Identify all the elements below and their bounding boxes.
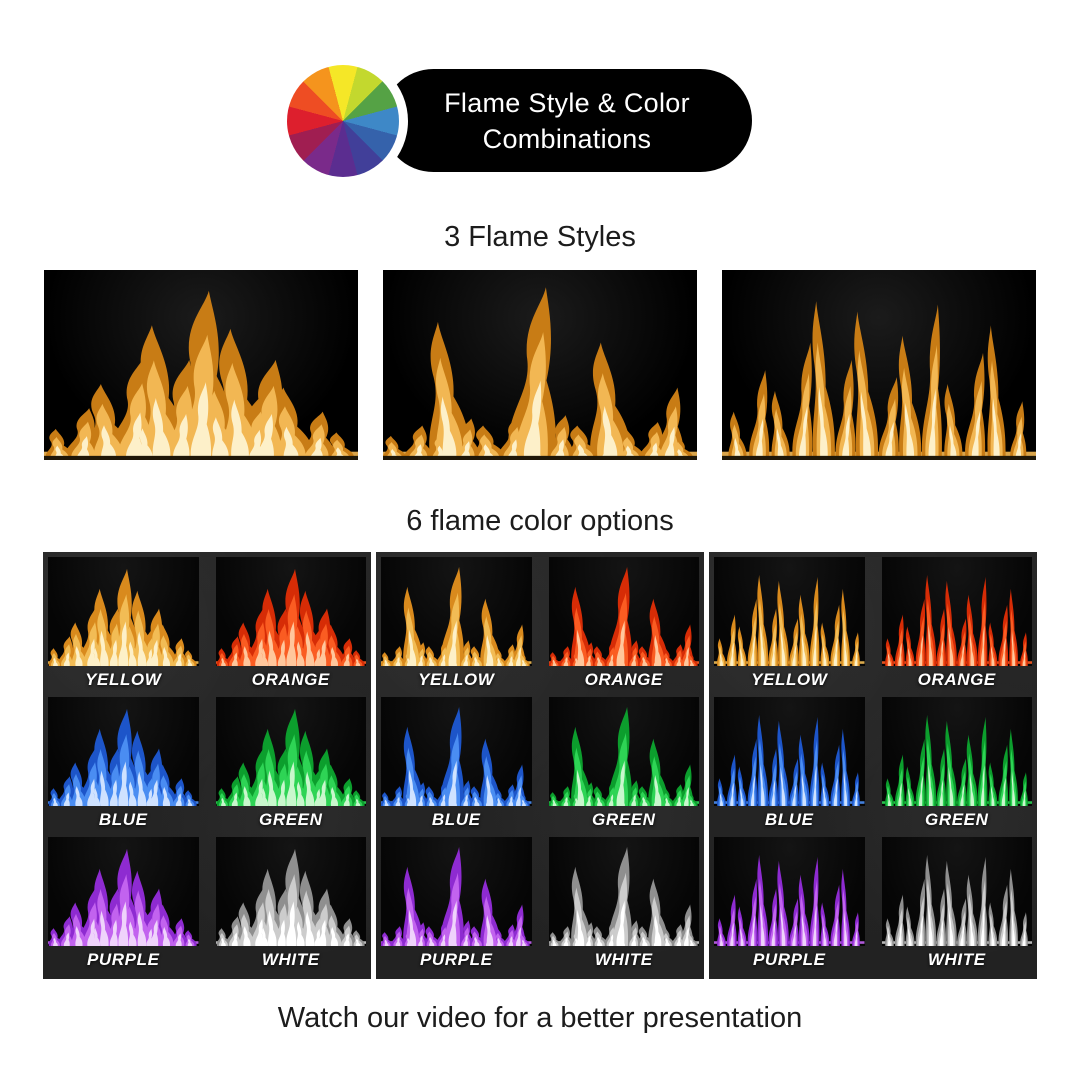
- flame-color-label: GREEN: [925, 810, 989, 829]
- flame-thumb-blue: [714, 697, 865, 806]
- flame-color-label: PURPLE: [419, 950, 493, 969]
- color-wheel-segments: [287, 65, 399, 177]
- flame-color-label: ORANGE: [251, 670, 330, 689]
- flame-tile-yellow-style-1: YELLOW: [48, 557, 199, 694]
- flame-style-image-3: [722, 270, 1036, 460]
- flame-thumb-purple: [381, 837, 532, 946]
- flame-tile-green-style-3: GREEN: [881, 697, 1032, 834]
- flame-tile-blue-style-1: BLUE: [48, 697, 199, 834]
- flame-color-label: PURPLE: [86, 950, 160, 969]
- flame-tile-orange-style-2: ORANGE: [548, 557, 699, 694]
- flame-thumb-white: [548, 837, 699, 946]
- flame-tile-orange-style-3: ORANGE: [881, 557, 1032, 694]
- flame-thumb-blue: [381, 697, 532, 806]
- flame-style-image-1: [44, 270, 358, 460]
- flame-thumb-orange: [548, 557, 699, 666]
- flame-color-label: PURPLE: [752, 950, 826, 969]
- flame-thumb-green: [881, 697, 1032, 806]
- flame-color-label: BLUE: [431, 810, 481, 829]
- flame-tile-white-style-2: WHITE: [548, 837, 699, 974]
- flame-thumb-green: [548, 697, 699, 806]
- flame-tile-purple-style-3: PURPLE: [714, 837, 865, 974]
- flame-color-label: WHITE: [927, 950, 986, 969]
- flame-tile-yellow-style-2: YELLOW: [381, 557, 532, 694]
- flame-thumb-purple: [48, 837, 199, 946]
- title-line2: Combinations: [482, 123, 652, 154]
- flame-style-image-2: [383, 270, 697, 460]
- flame-color-label: ORANGE: [584, 670, 663, 689]
- color-wheel-icon: [278, 56, 408, 186]
- flame-thumb-yellow: [381, 557, 532, 666]
- flame-color-label: GREEN: [592, 810, 656, 829]
- color-panel-1: YELLOW ORANGE BLUE GREEN PURPLE WHITE: [43, 552, 371, 979]
- footer-note: Watch our video for a better presentatio…: [277, 1002, 803, 1034]
- flame-tile-purple-style-1: PURPLE: [48, 837, 199, 974]
- flame-color-label: BLUE: [764, 810, 814, 829]
- flame-tile-blue-style-3: BLUE: [714, 697, 865, 834]
- header-badge-group: Flame Style & Color Combinations: [278, 56, 752, 186]
- flame-thumb-yellow: [714, 557, 865, 666]
- flame-color-label: WHITE: [594, 950, 653, 969]
- flame-thumb-purple: [714, 837, 865, 946]
- flame-tile-white-style-3: WHITE: [881, 837, 1032, 974]
- color-panels-row: YELLOW ORANGE BLUE GREEN PURPLE WHITE YELLOW OR…: [43, 552, 1037, 979]
- flame-color-label: WHITE: [261, 950, 320, 969]
- flame-styles-heading: 3 Flame Styles: [444, 221, 636, 253]
- flame-tile-white-style-1: WHITE: [215, 837, 366, 974]
- flame-thumb-white: [881, 837, 1032, 946]
- flame-color-label: YELLOW: [85, 670, 162, 689]
- flame-thumb-orange: [881, 557, 1032, 666]
- flame-color-label: GREEN: [259, 810, 323, 829]
- flame-tile-orange-style-1: ORANGE: [215, 557, 366, 694]
- flame-tile-green-style-2: GREEN: [548, 697, 699, 834]
- flame-tile-purple-style-2: PURPLE: [381, 837, 532, 974]
- color-panel-2: YELLOW ORANGE BLUE GREEN PURPLE WHITE: [376, 552, 704, 979]
- flame-color-label: ORANGE: [917, 670, 996, 689]
- flame-tile-yellow-style-3: YELLOW: [714, 557, 865, 694]
- flame-thumb-white: [215, 837, 366, 946]
- flame-thumb-yellow: [48, 557, 199, 666]
- header: Flame Style & Color Combinations: [0, 0, 1080, 186]
- title-line1: Flame Style & Color: [444, 87, 690, 118]
- title-badge: Flame Style & Color Combinations: [382, 69, 752, 172]
- flame-thumb-green: [215, 697, 366, 806]
- flame-tile-blue-style-2: BLUE: [381, 697, 532, 834]
- color-options-heading: 6 flame color options: [406, 505, 674, 537]
- flame-styles-row: [44, 270, 1036, 460]
- color-panel-3: YELLOW ORANGE BLUE GREEN PURPLE WHITE: [709, 552, 1037, 979]
- flame-thumb-orange: [215, 557, 366, 666]
- flame-color-label: YELLOW: [418, 670, 495, 689]
- flame-thumb-blue: [48, 697, 199, 806]
- flame-color-label: YELLOW: [751, 670, 828, 689]
- flame-tile-green-style-1: GREEN: [215, 697, 366, 834]
- flame-color-label: BLUE: [98, 810, 148, 829]
